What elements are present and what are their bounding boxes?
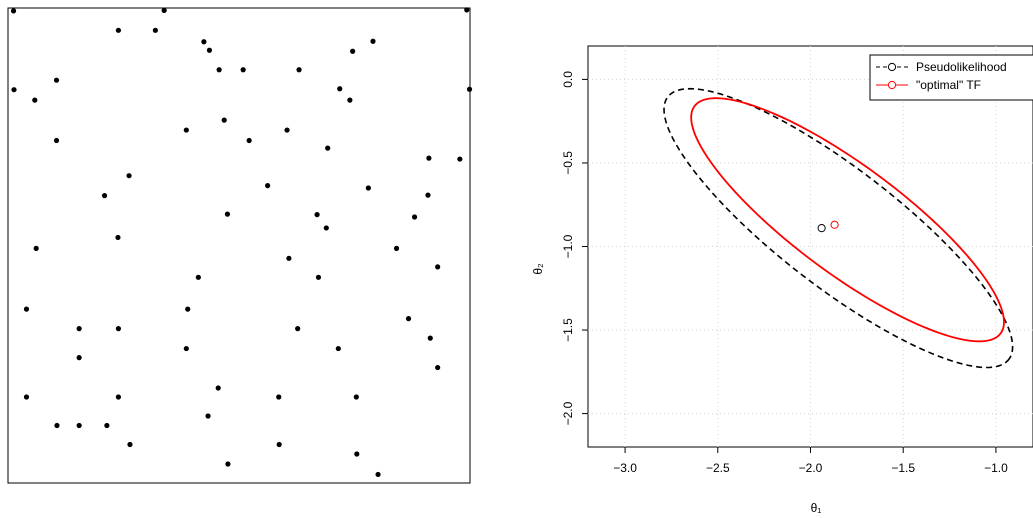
y-axis: 0.0 −0.5 −1.0 −1.5 −2.0 [561, 71, 588, 425]
point [195, 274, 201, 280]
point [347, 97, 353, 103]
point [296, 67, 302, 73]
legend-label-pseudolikelihood: Pseudolikelihood [916, 60, 1007, 74]
estimate-pseudolikelihood [817, 224, 826, 233]
point [276, 441, 282, 448]
point [115, 234, 121, 241]
point [375, 471, 381, 478]
point [33, 245, 39, 251]
point [393, 245, 400, 251]
x-axis: −3.0 −2.5 −2.0 −1.5 −1.0 [613, 447, 1008, 475]
point [205, 413, 211, 419]
point [265, 183, 271, 189]
point [201, 39, 207, 45]
point [284, 127, 290, 133]
point [126, 173, 132, 179]
grid-lines [588, 46, 1033, 447]
ellipse-pseudolikelihood [663, 87, 1014, 369]
point [185, 306, 191, 312]
point [365, 185, 371, 191]
point [101, 193, 108, 199]
point-pattern-panel [7, 7, 473, 484]
y-tick-label: −0.5 [561, 151, 575, 175]
point [335, 345, 341, 352]
point [354, 451, 360, 457]
point [405, 316, 412, 322]
point [161, 7, 167, 13]
point-estimates [817, 220, 839, 233]
point [276, 394, 282, 400]
point [425, 192, 431, 198]
legend: Pseudolikelihood "optimal" TF [869, 54, 1033, 101]
point [314, 212, 320, 218]
point [54, 422, 60, 429]
legend-label-optimal-tf: "optimal" TF [916, 78, 981, 92]
y-tick-label: −1.5 [561, 318, 575, 342]
legend-marker-optimal-tf [887, 80, 897, 90]
ellipse-curves [663, 87, 1014, 369]
point [426, 155, 432, 161]
point [53, 77, 60, 83]
point [183, 345, 189, 352]
x-axis-label: θ₁ [811, 501, 822, 515]
point-pattern-points [10, 7, 473, 478]
x-tick-label: −1.0 [984, 461, 1008, 475]
point [32, 97, 38, 103]
point [216, 67, 222, 73]
point [427, 335, 433, 341]
point-pattern-frame [7, 7, 471, 484]
legend-box [869, 54, 1033, 101]
x-tick-label: −1.5 [891, 461, 915, 475]
point [457, 156, 463, 162]
ellipse-plot-panel: −3.0 −2.5 −2.0 −1.5 −1.0 0.0 −0.5 −1.0 −1.5 −2.0… [531, 45, 1033, 515]
legend-marker-pseudolikelihood [887, 62, 897, 72]
estimate-optimal-tf [830, 220, 839, 229]
x-tick-label: −2.0 [799, 461, 823, 475]
point [183, 127, 189, 133]
point [53, 137, 60, 144]
point [11, 87, 17, 93]
point [435, 264, 441, 270]
point [23, 394, 30, 400]
point [221, 117, 227, 123]
point [240, 67, 246, 73]
point [225, 461, 231, 467]
y-axis-label: θ₂ [531, 263, 545, 275]
point [224, 211, 231, 217]
point [76, 355, 82, 361]
point [76, 326, 82, 332]
x-tick-label: −3.0 [613, 461, 637, 475]
point [206, 47, 213, 53]
point [215, 385, 221, 391]
point [115, 394, 122, 400]
point [115, 326, 122, 332]
point [104, 422, 110, 429]
point [325, 145, 331, 151]
point [127, 441, 133, 448]
y-tick-label: 0.0 [561, 71, 575, 88]
point [286, 255, 292, 261]
point [411, 214, 418, 220]
point [370, 38, 376, 44]
point [466, 86, 473, 92]
point [152, 27, 158, 33]
point [115, 27, 122, 33]
x-tick-label: −2.5 [706, 461, 730, 475]
point [10, 8, 17, 14]
point [435, 364, 441, 371]
point [23, 306, 30, 312]
point [337, 86, 343, 92]
point [246, 137, 252, 144]
point [323, 225, 329, 231]
y-tick-label: −2.0 [561, 401, 575, 425]
point [315, 274, 322, 280]
ellipse-optimal-tf [690, 97, 1005, 343]
point [295, 326, 301, 332]
point [464, 7, 470, 13]
point [353, 394, 359, 400]
point [350, 48, 356, 54]
y-tick-label: −1.0 [561, 234, 575, 258]
point [76, 422, 82, 429]
